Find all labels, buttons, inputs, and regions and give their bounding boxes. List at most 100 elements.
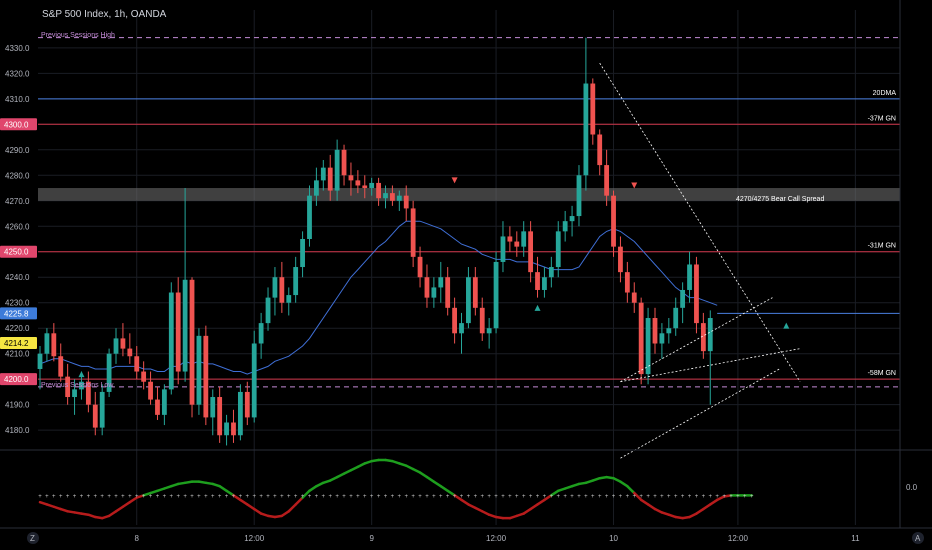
zero-cross-marker: + [453,494,457,500]
oscillator-segment [128,496,138,504]
zero-cross-marker: + [598,494,602,500]
candle-body [472,277,478,308]
zero-cross-marker: + [211,494,215,500]
candle-body [417,256,423,278]
candle-body [590,83,596,135]
oscillator-segment [439,484,449,493]
candle-body [659,333,665,344]
zero-cross-marker: + [266,494,270,500]
x-tick-label: 9 [369,534,374,543]
oscillator-segment [301,489,311,499]
candle-body [196,335,202,405]
zero-cross-marker: + [633,494,637,500]
zero-cross-marker: + [356,494,360,500]
candle-body [486,328,492,334]
candle-body [576,175,582,217]
horizontal-levels: 20DMA -37M GN -31M GN -58M GN [38,37,900,388]
candle-body [500,236,506,262]
oscillator-segment [653,507,664,514]
trendline [620,348,801,383]
zero-cross-marker: + [550,494,554,500]
oscillator-segment [232,494,242,502]
oscillator-segment [349,465,360,472]
zero-cross-marker: + [584,494,588,500]
candle-body [314,180,319,196]
x-tick-label: 8 [135,534,140,543]
zero-cross-marker: + [315,494,319,500]
price-tag-label: 4250.0 [4,248,29,257]
candle-body [168,292,174,390]
scale-mode-button[interactable]: Z [27,532,39,544]
oscillator-segment [633,491,643,502]
zero-cross-marker: + [577,494,581,500]
zero-cross-marker: + [563,494,567,500]
candle-body [652,318,658,344]
zero-cross-marker: + [508,494,512,500]
zero-cross-marker: + [446,494,450,500]
zero-cross-marker: + [501,494,505,500]
signal-markers [78,177,790,378]
zero-cross-marker: + [121,494,125,500]
zero-cross-marker: + [391,494,395,500]
candle-body [72,389,77,398]
x-tick-label: 10 [609,534,618,543]
candle-body [355,180,361,186]
zero-cross-marker: + [59,494,63,500]
zero-cross-marker: + [308,494,312,500]
candle-body [293,267,299,296]
level-label: -31M GN [868,243,896,250]
zero-cross-marker: + [474,494,478,500]
price-tag [0,245,37,258]
zero-cross-marker: + [66,494,70,500]
candle-body [141,371,147,382]
zero-cross-marker: + [639,494,643,500]
signal-marker [78,371,85,378]
sessions-high-label: Previous Sessions High [41,32,115,39]
candle-body [403,195,409,209]
candle-body [638,302,644,375]
zero-cross-marker: + [515,494,519,500]
oscillator-segment [114,505,125,513]
zero-cross-marker: + [163,494,167,500]
candle-body [161,389,167,415]
zero-cross-marker: + [259,494,263,500]
candle-body [210,397,216,418]
y-tick-label: 4240.0 [5,273,30,282]
oscillator-segment [480,510,491,516]
zero-cross-marker: + [722,494,726,500]
zero-cross-marker: + [335,494,339,500]
candle-body [438,277,444,288]
oscillator-segment [418,471,429,479]
zero-cross-marker: + [322,494,326,500]
zero-cross-marker: + [149,494,153,500]
zero-cross-marker: + [273,494,277,500]
candle-body [535,272,540,290]
zero-cross-marker: + [460,494,464,500]
oscillator-segment [467,503,477,510]
oscillator-segment [626,484,636,495]
auto-scale-button[interactable]: A [912,532,924,544]
trendline [599,62,801,382]
moving-average-line [39,220,718,375]
zero-cross-marker: + [384,494,388,500]
sessions-low-label: Previous Sessions Low [41,382,114,389]
oscillator-segment [218,484,228,493]
candle-body [134,356,140,372]
x-tick-label: 12:00 [728,534,749,543]
candle-body [224,422,229,436]
oscillator-segment [239,498,249,506]
bear-call-spread-band [38,188,900,201]
y-tick-label: 4320.0 [5,69,30,78]
candle-body [507,236,513,242]
y-tick-label: 4270.0 [5,197,30,206]
zero-cross-marker: + [100,494,104,500]
oscillator-segment [411,467,422,474]
zero-cross-marker: + [605,494,609,500]
candle-body [189,279,195,405]
candle-body [244,391,250,418]
zero-cross-marker: + [681,494,685,500]
candle-body [51,333,57,357]
zero-cross-marker: + [404,494,408,500]
